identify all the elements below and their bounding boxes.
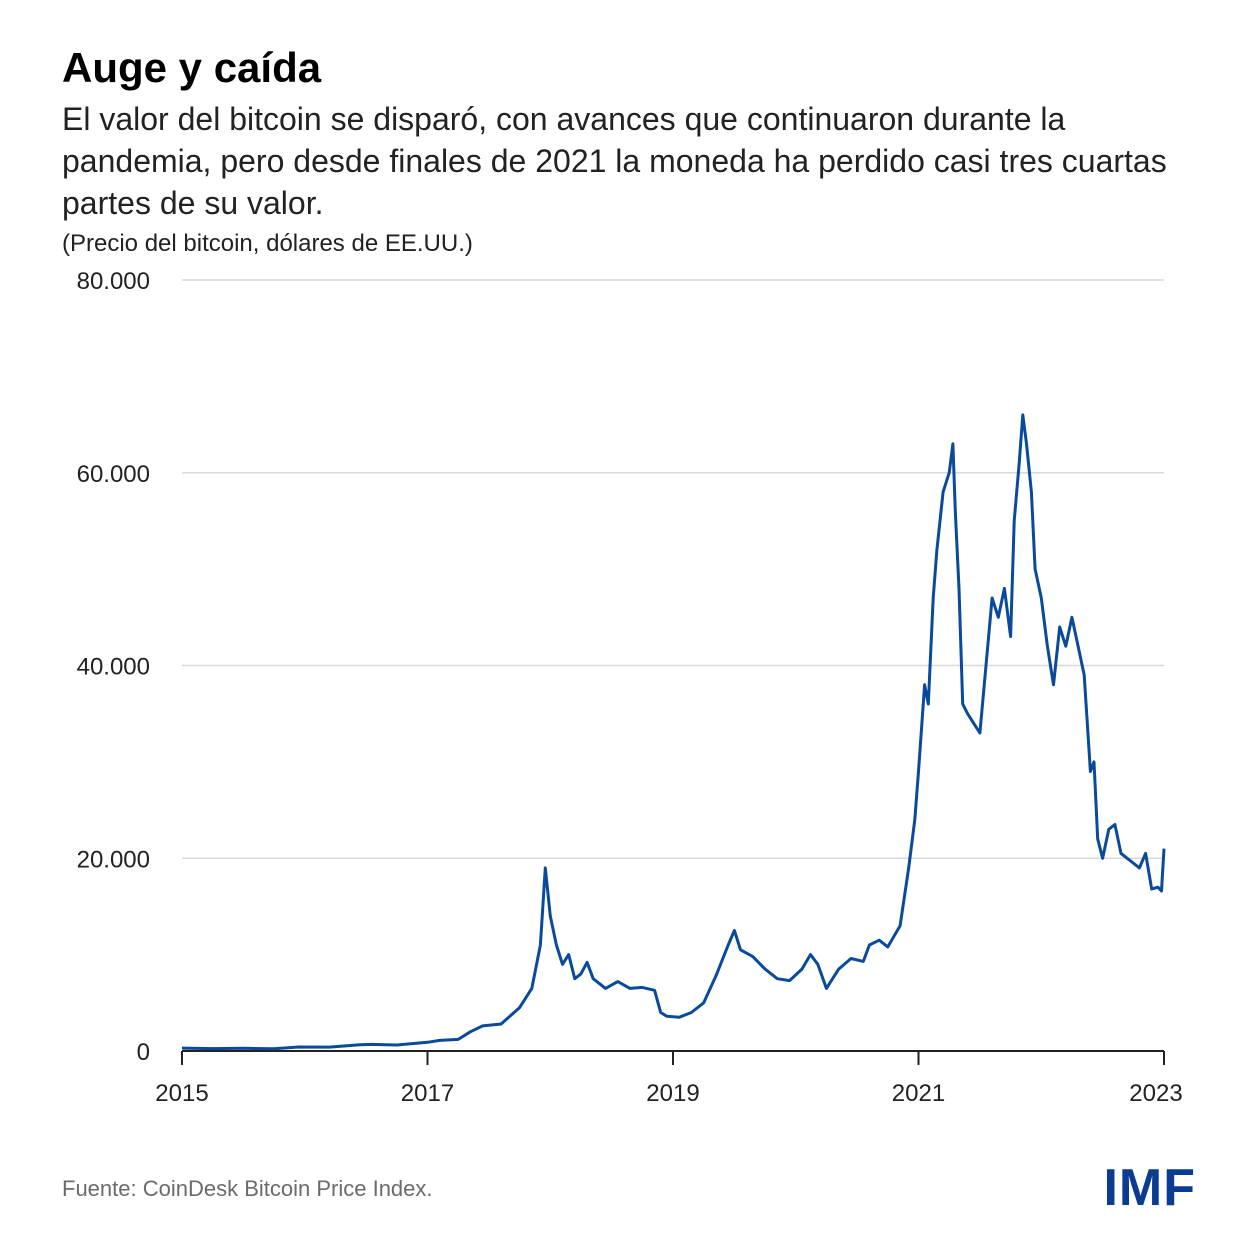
y-axis-ticks: 0 20.000 40.000 60.000 80.000 (77, 268, 150, 1066)
bitcoin-price-line (181, 413, 1166, 1051)
x-axis-ticks: 2015 2017 2019 2021 2023 (155, 1051, 1183, 1107)
y-tick-label: 60.000 (77, 461, 150, 488)
imf-logo: IMF (1103, 1159, 1196, 1217)
x-tick-label: 2019 (646, 1080, 699, 1107)
y-tick-label: 40.000 (77, 654, 150, 681)
source-note: Fuente: CoinDesk Bitcoin Price Index. (62, 1176, 433, 1201)
x-tick-label: 2017 (401, 1080, 454, 1107)
chart-title: Auge y caída (62, 44, 322, 91)
x-tick-label: 2021 (892, 1080, 945, 1107)
gridlines (182, 279, 1164, 1052)
y-tick-label: 80.000 (77, 268, 150, 295)
x-tick-label: 2023 (1129, 1080, 1182, 1107)
unit-note: (Precio del bitcoin, dólares de EE.UU.) (62, 230, 473, 257)
y-tick-label: 20.000 (77, 846, 150, 873)
y-tick-label: 0 (137, 1039, 150, 1066)
chart-subtitle: El valor del bitcoin se disparó, con ava… (62, 101, 1167, 221)
x-tick-label: 2015 (155, 1080, 208, 1107)
